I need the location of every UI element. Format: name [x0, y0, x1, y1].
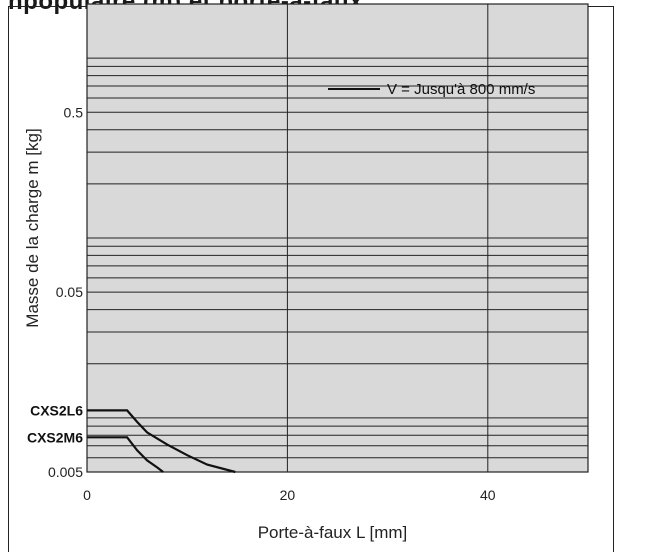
y-tick-label: 0.5 [64, 104, 84, 120]
series-label: CXS2L6 [30, 402, 83, 418]
series-label: CXS2M6 [27, 429, 83, 445]
x-axis-label: Porte-à-faux L [mm] [258, 523, 408, 542]
x-tick-label: 0 [83, 487, 91, 503]
series-line-cxs2m6 [87, 436, 164, 473]
legend-entry: V = Jusqu'à 800 mm/s [387, 81, 535, 98]
y-axis-label: Masse de la charge m [kg] [23, 128, 42, 327]
y-tick-label: 0.05 [56, 284, 83, 300]
series-line-cxs2l6 [87, 409, 236, 474]
x-tick-label: 40 [480, 487, 496, 503]
y-tick-label: 0.005 [48, 464, 83, 480]
x-tick-label: 20 [280, 487, 296, 503]
